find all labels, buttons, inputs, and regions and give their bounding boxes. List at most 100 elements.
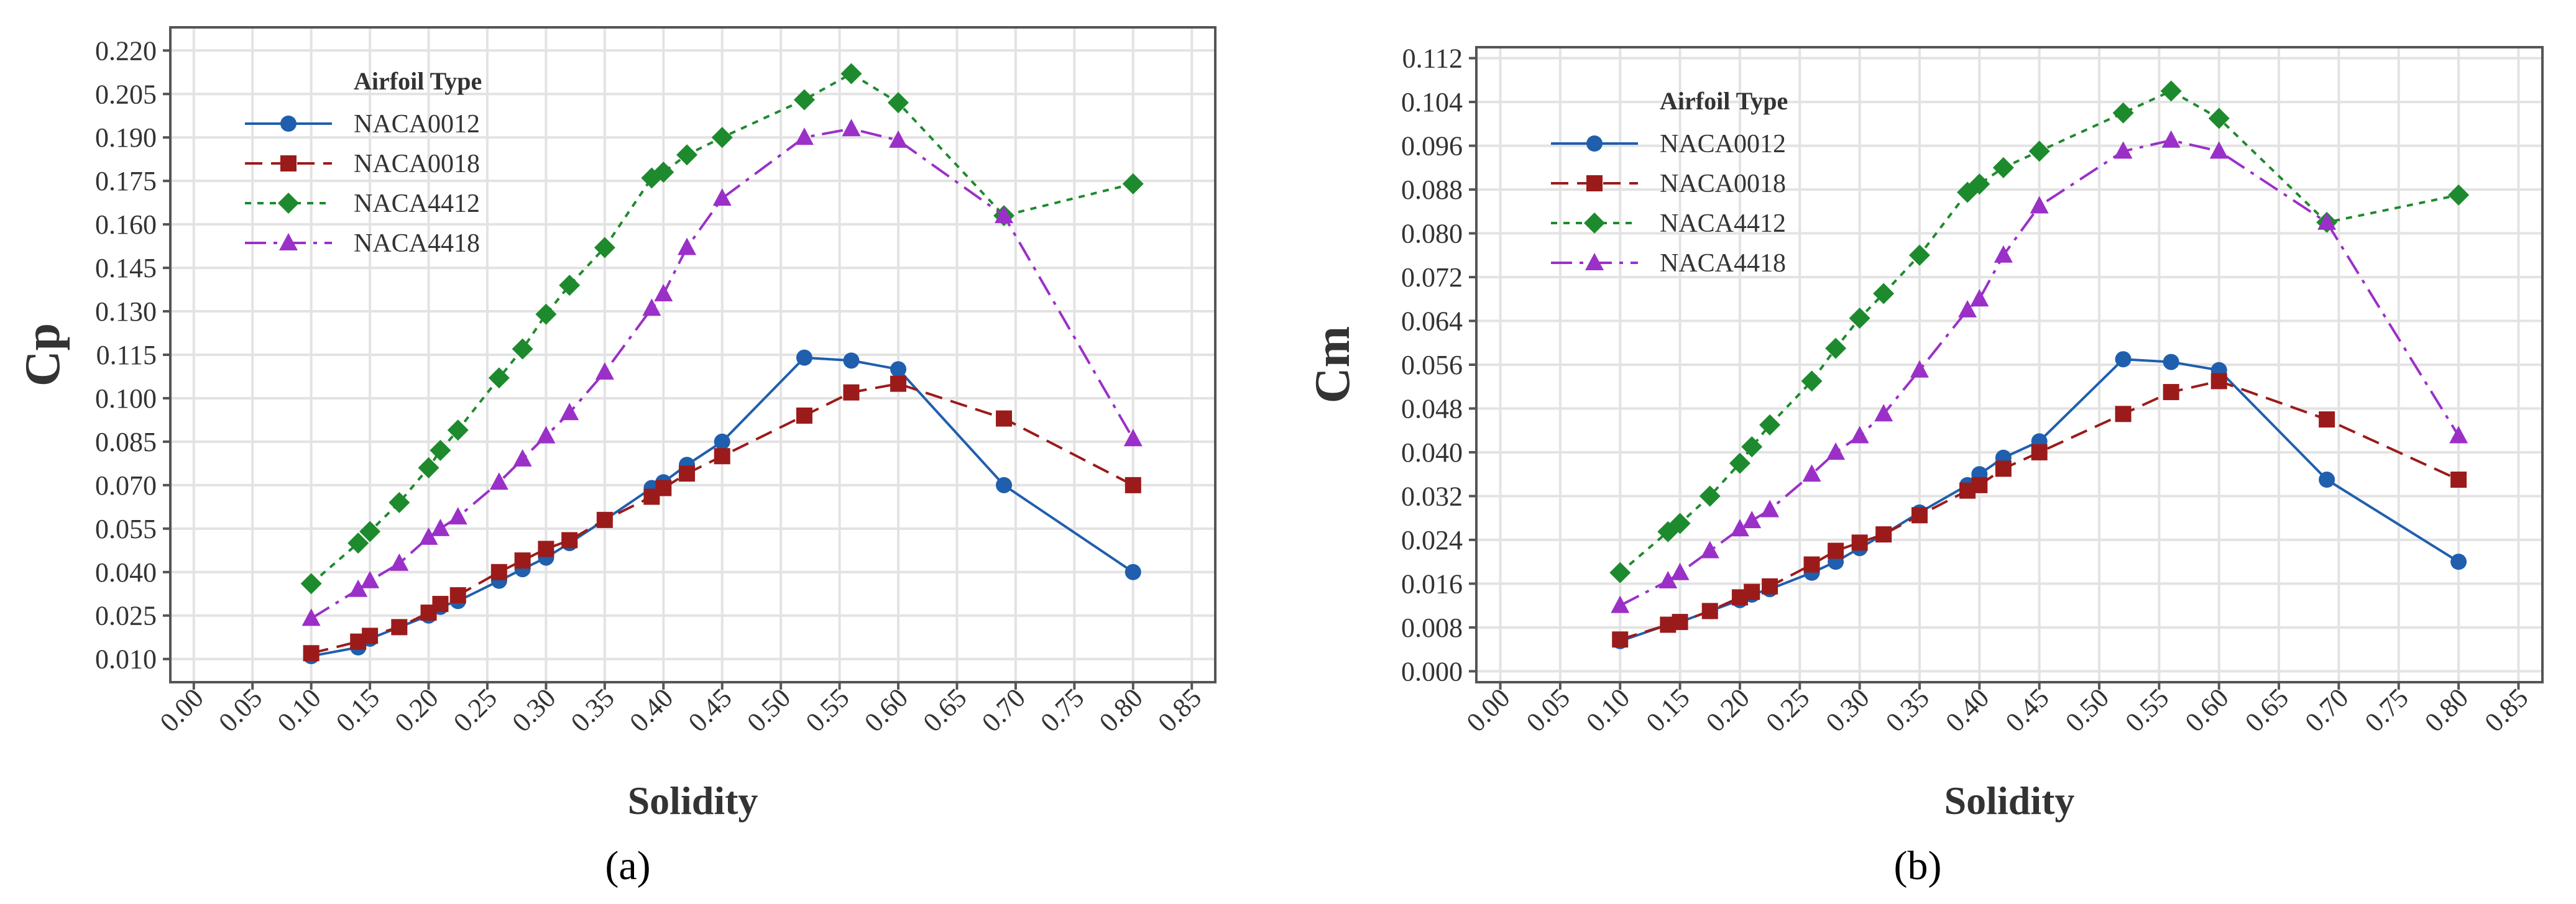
data-point [301, 608, 321, 626]
data-point [489, 472, 508, 490]
x-tick-label: 0.50 [741, 682, 796, 737]
data-point [490, 564, 507, 580]
x-tick-label: 0.55 [800, 682, 855, 737]
series-naca4412 [1609, 80, 2470, 583]
y-tick-label: 0.175 [95, 166, 157, 196]
x-tick-label: 0.15 [330, 682, 385, 737]
legend-title: Airfoil Type [354, 67, 482, 95]
x-axis-title: Solidity [1944, 778, 2075, 823]
data-point [1742, 511, 1762, 529]
data-point [430, 439, 451, 461]
x-tick-label: 0.75 [2359, 682, 2414, 737]
legend: Airfoil Type NACA0012 NACA0018 NACA4412 NACA… [1551, 87, 1788, 278]
y-tick-label: 0.160 [95, 209, 157, 240]
data-point [280, 116, 297, 132]
data-point [1828, 542, 1844, 559]
data-point [1762, 578, 1778, 595]
data-point [1911, 507, 1928, 524]
x-tick-label: 0.80 [1093, 682, 1149, 737]
data-point [1958, 299, 1977, 317]
x-tick-label: 0.20 [1700, 682, 1755, 737]
y-tick-label: 0.190 [95, 122, 157, 153]
data-point [1825, 337, 1847, 359]
y-tick-label: 0.010 [95, 644, 157, 675]
data-point [888, 92, 909, 114]
data-point [2163, 354, 2179, 370]
x-tick-label: 0.60 [2179, 682, 2235, 737]
data-point [1125, 564, 1141, 580]
data-point [447, 419, 469, 441]
x-tick-label: 0.30 [506, 682, 561, 737]
data-point [303, 645, 320, 662]
data-point [889, 130, 908, 148]
data-point [418, 457, 439, 478]
data-point [560, 403, 579, 421]
y-tick-label: 0.064 [1401, 306, 1463, 337]
x-tick-label: 0.20 [389, 682, 444, 737]
legend: Airfoil Type NACA0012 NACA0018 NACA4412 NACA… [245, 67, 482, 258]
data-point [347, 532, 369, 554]
series-line [310, 72, 1134, 585]
y-tick-label: 0.000 [1401, 656, 1463, 687]
data-point [300, 573, 322, 595]
data-point [1122, 173, 1144, 194]
data-point [561, 532, 578, 549]
x-tick-label: 0.70 [976, 682, 1031, 737]
x-tick-label: 0.15 [1640, 682, 1696, 737]
data-point [432, 596, 449, 613]
y-tick-label: 0.055 [95, 514, 157, 544]
data-point [1584, 212, 1605, 234]
data-point [1744, 583, 1760, 600]
data-point [1586, 135, 1603, 152]
data-point [890, 375, 907, 392]
data-point [796, 349, 812, 366]
data-point [362, 628, 379, 644]
series-naca0018 [1612, 373, 2467, 648]
data-point [1730, 519, 1749, 537]
legend-label: NACA0018 [1660, 170, 1786, 198]
x-tick-label: 0.45 [683, 682, 738, 737]
data-point [843, 384, 860, 401]
data-point [280, 155, 297, 171]
x-tick-label: 0.45 [2000, 682, 2055, 737]
x-tick-label: 0.40 [623, 682, 679, 737]
data-point [653, 162, 674, 183]
data-point [514, 552, 531, 569]
data-point [559, 275, 581, 296]
data-point [840, 63, 862, 84]
data-point [2160, 80, 2182, 102]
data-point [712, 188, 732, 206]
y-tick-label: 0.048 [1401, 393, 1463, 424]
y-tick-label: 0.008 [1401, 613, 1463, 643]
y-tick-label: 0.100 [95, 383, 157, 414]
data-point [2448, 184, 2470, 206]
data-point [595, 362, 614, 380]
data-point [2449, 426, 2468, 444]
data-point [1994, 245, 2013, 263]
x-tick-label: 0.70 [2299, 682, 2354, 737]
data-point [654, 284, 673, 302]
data-point [996, 477, 1013, 493]
y-tick-label: 0.070 [95, 470, 157, 501]
data-point [2319, 472, 2335, 488]
x-tick-label: 0.10 [272, 682, 327, 737]
data-point [279, 233, 298, 250]
x-tick-label: 0.35 [565, 682, 620, 737]
series-line [311, 382, 1134, 655]
data-point [1874, 404, 1893, 422]
y-tick-label: 0.040 [95, 557, 157, 588]
y-tick-label: 0.088 [1401, 175, 1463, 205]
chart-panel-a: 0.010 0.025 0.040 0.055 0.070 0.085 0.100 0.115… [16, 26, 1217, 888]
y-tick-label: 0.130 [95, 296, 157, 327]
y-tick-label: 0.096 [1401, 131, 1463, 162]
data-point [594, 237, 615, 258]
data-point [642, 298, 661, 316]
x-tick-label: 0.75 [1034, 682, 1090, 737]
data-point [1851, 534, 1868, 551]
x-tick-label: 0.65 [2239, 682, 2294, 737]
data-point [278, 193, 299, 214]
data-point [359, 521, 381, 542]
data-point [655, 480, 672, 496]
data-point [842, 119, 861, 137]
data-point [2031, 444, 2048, 460]
